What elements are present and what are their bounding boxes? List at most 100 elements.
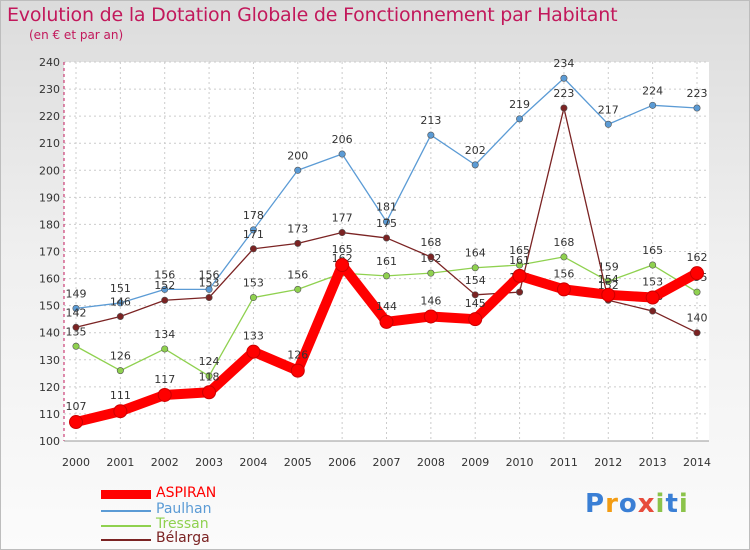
data-label: 165	[509, 244, 530, 257]
logo-letter: i	[678, 489, 689, 519]
x-tick-label: 2011	[550, 456, 578, 469]
data-label: 156	[199, 268, 220, 281]
data-point	[249, 226, 257, 234]
data-point	[72, 323, 80, 331]
data-label: 234	[553, 57, 574, 70]
x-tick-label: 2001	[106, 456, 134, 469]
data-point	[471, 161, 479, 169]
legend-label: Tressan	[156, 516, 209, 532]
data-point	[246, 344, 261, 359]
data-point	[560, 74, 568, 82]
x-tick-label: 2002	[151, 456, 179, 469]
x-tick-label: 2013	[639, 456, 667, 469]
data-label: 223	[687, 87, 708, 100]
data-label: 206	[332, 133, 353, 146]
y-tick-label: 180	[39, 218, 60, 231]
y-tick-label: 190	[39, 191, 60, 204]
data-point	[294, 239, 302, 247]
y-tick-label: 130	[39, 354, 60, 367]
data-point	[205, 285, 213, 293]
data-label: 149	[66, 287, 87, 300]
x-tick-label: 2005	[284, 456, 312, 469]
data-label: 224	[642, 84, 663, 97]
data-label: 146	[420, 294, 441, 307]
data-point	[202, 385, 217, 400]
data-point	[382, 234, 390, 242]
legend-swatch	[101, 539, 151, 541]
data-point	[116, 367, 124, 375]
y-tick-label: 160	[39, 273, 60, 286]
legend-swatch	[101, 490, 151, 499]
data-point	[516, 288, 524, 296]
data-point	[693, 288, 701, 296]
legend-swatch	[101, 525, 151, 527]
data-point	[512, 268, 527, 283]
data-label: 124	[199, 355, 220, 368]
data-point	[161, 345, 169, 353]
y-tick-label: 140	[39, 327, 60, 340]
data-point	[72, 304, 80, 312]
data-label: 173	[287, 222, 308, 235]
data-label: 161	[509, 254, 530, 267]
data-point	[556, 282, 571, 297]
data-label: 161	[376, 255, 397, 268]
data-point	[427, 253, 435, 261]
data-point	[205, 294, 213, 302]
logo-letter: P	[585, 489, 606, 519]
data-point	[290, 363, 305, 378]
y-tick-label: 230	[39, 83, 60, 96]
data-point	[604, 277, 612, 285]
y-tick-label: 100	[39, 435, 60, 448]
data-label: 213	[420, 114, 441, 127]
x-tick-label: 2012	[594, 456, 622, 469]
data-label: 181	[376, 201, 397, 214]
data-label: 164	[465, 247, 486, 260]
x-tick-label: 2007	[373, 456, 401, 469]
logo-letter: t	[665, 489, 679, 519]
data-label: 144	[376, 300, 397, 313]
data-point	[72, 342, 80, 350]
x-tick-label: 2003	[195, 456, 223, 469]
data-label: 217	[598, 103, 619, 116]
x-tick-label: 2000	[62, 456, 90, 469]
data-label: 152	[154, 279, 175, 292]
data-point	[69, 415, 83, 430]
legend-label: Bélarga	[156, 530, 210, 546]
proxiti-logo: Proxiti	[585, 489, 689, 519]
data-label: 153	[243, 277, 264, 290]
data-point	[382, 272, 390, 280]
data-point	[690, 266, 704, 281]
logo-letter: o	[618, 489, 638, 519]
data-point	[645, 290, 660, 305]
logo-letter: x	[637, 489, 656, 519]
data-point	[379, 314, 394, 329]
data-label: 126	[287, 349, 308, 362]
legend-label: ASPIRAN	[156, 485, 217, 501]
data-label: 154	[598, 273, 619, 286]
data-point	[205, 372, 213, 380]
data-point	[294, 285, 302, 293]
data-point	[560, 104, 568, 112]
data-label: 156	[154, 268, 175, 281]
data-label: 177	[332, 212, 353, 225]
data-point	[468, 312, 483, 327]
data-label: 111	[110, 389, 131, 402]
data-point	[294, 166, 302, 174]
data-point	[516, 261, 524, 269]
data-point	[427, 131, 435, 139]
y-tick-label: 210	[39, 137, 60, 150]
data-point	[427, 269, 435, 277]
data-label: 165	[642, 244, 663, 257]
data-point	[601, 287, 616, 302]
y-tick-label: 150	[39, 300, 60, 313]
data-point	[249, 294, 257, 302]
legend-swatch	[101, 510, 151, 512]
x-tick-label: 2009	[461, 456, 489, 469]
data-point	[113, 404, 128, 419]
chart-subtitle: (en € et par an)	[29, 28, 124, 42]
data-point	[516, 115, 524, 123]
data-point	[116, 312, 124, 320]
data-label: 140	[687, 312, 708, 325]
